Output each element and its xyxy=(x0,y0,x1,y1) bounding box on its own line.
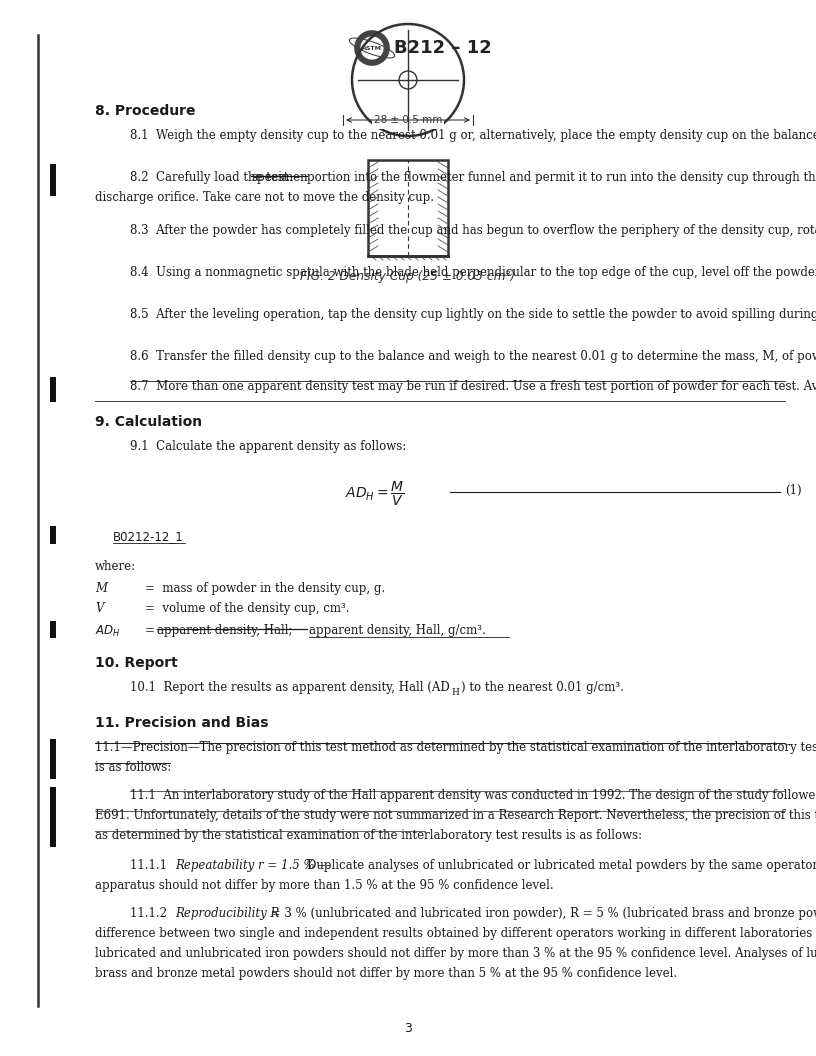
Text: 11.1—Precision—The precision of this test method as determined by the statistica: 11.1—Precision—The precision of this tes… xyxy=(95,741,816,754)
Text: discharge orifice. Take care not to move the density cup.: discharge orifice. Take care not to move… xyxy=(95,191,434,204)
Text: apparatus should not differ by more than 1.5 % at the 95 % confidence level.: apparatus should not differ by more than… xyxy=(95,879,553,892)
Text: difference between two single and independent results obtained by different oper: difference between two single and indepe… xyxy=(95,927,816,940)
Text: as determined by the statistical examination of the interlaboratory test results: as determined by the statistical examina… xyxy=(95,829,642,842)
Text: apparent density, Hall;: apparent density, Hall; xyxy=(157,624,292,637)
Text: 10. Report: 10. Report xyxy=(95,656,178,670)
Text: specimen: specimen xyxy=(251,171,308,184)
Bar xyxy=(50,377,56,402)
Text: 8.5  After the leveling operation, tap the density cup lightly on the side to se: 8.5 After the leveling operation, tap th… xyxy=(130,308,816,321)
Text: apparent density, Hall, g/cm³.: apparent density, Hall, g/cm³. xyxy=(309,624,486,637)
Text: FIG. 2 Density Cup (25 ± 0.03 cm³): FIG. 2 Density Cup (25 ± 0.03 cm³) xyxy=(300,270,516,283)
Bar xyxy=(368,161,448,256)
Text: = 3 % (unlubricated and lubricated iron powder), R = 5 % (lubricated brass and b: = 3 % (unlubricated and lubricated iron … xyxy=(267,907,816,920)
Text: =: = xyxy=(145,624,158,637)
Text: E691. Unfortunately, details of the study were not summarized in a Research Repo: E691. Unfortunately, details of the stud… xyxy=(95,809,816,822)
Text: Reproducibility R: Reproducibility R xyxy=(175,907,279,920)
Text: $AD_H = \dfrac{M}{V}$: $AD_H = \dfrac{M}{V}$ xyxy=(345,480,405,508)
Text: 8. Procedure: 8. Procedure xyxy=(95,103,196,118)
Bar xyxy=(50,621,56,638)
Text: H: H xyxy=(451,689,459,697)
Text: =  mass of powder in the density cup, g.: = mass of powder in the density cup, g. xyxy=(145,582,385,595)
Circle shape xyxy=(355,31,389,65)
Text: 8.1  Weigh the empty density cup to the nearest 0.01 g or, alternatively, place : 8.1 Weigh the empty density cup to the n… xyxy=(130,129,816,142)
Text: 10.1  Report the results as apparent density, Hall (AD: 10.1 Report the results as apparent dens… xyxy=(130,681,450,694)
Text: brass and bronze metal powders should not differ by more than 5 % at the 95 % co: brass and bronze metal powders should no… xyxy=(95,967,677,980)
Text: 9. Calculation: 9. Calculation xyxy=(95,415,202,429)
Text: 9.1  Calculate the apparent density as follows:: 9.1 Calculate the apparent density as fo… xyxy=(130,440,406,453)
Text: $AD_H$: $AD_H$ xyxy=(95,624,121,639)
Text: (1): (1) xyxy=(785,484,801,496)
Text: 11. Precision and Bias: 11. Precision and Bias xyxy=(95,716,268,730)
Text: 8.3  After the powder has completely filled the cup and has begun to overflow th: 8.3 After the powder has completely fill… xyxy=(130,224,816,237)
Text: 8.7  More than one apparent density test may be run if desired. Use a fresh test: 8.7 More than one apparent density test … xyxy=(130,380,816,393)
Text: B212 – 12: B212 – 12 xyxy=(394,39,492,57)
Bar xyxy=(50,164,56,196)
Bar xyxy=(372,111,444,129)
Text: 28 ± 0.5 mm: 28 ± 0.5 mm xyxy=(374,115,442,125)
Bar xyxy=(50,739,56,779)
Text: ) to the nearest 0.01 g/cm³.: ) to the nearest 0.01 g/cm³. xyxy=(461,681,624,694)
Text: B0212-12_1: B0212-12_1 xyxy=(113,530,184,543)
Text: 11.1.2: 11.1.2 xyxy=(130,907,175,920)
Text: portion into the flowmeter funnel and permit it to run into the density cup thro: portion into the flowmeter funnel and pe… xyxy=(307,171,816,184)
Bar xyxy=(50,526,56,544)
Text: M: M xyxy=(95,582,107,595)
Text: Duplicate analyses of unlubricated or lubricated metal powders by the same opera: Duplicate analyses of unlubricated or lu… xyxy=(307,859,816,872)
Text: 3: 3 xyxy=(404,1021,412,1035)
Text: lubricated and unlubricated iron powders should not differ by more than 3 % at t: lubricated and unlubricated iron powders… xyxy=(95,947,816,960)
Circle shape xyxy=(360,36,384,60)
Text: is as follows:: is as follows: xyxy=(95,761,171,774)
Text: 8.6  Transfer the filled density cup to the balance and weigh to the nearest 0.0: 8.6 Transfer the filled density cup to t… xyxy=(130,350,816,363)
Text: 8.4  Using a nonmagnetic spatula with the blade held perpendicular to the top ed: 8.4 Using a nonmagnetic spatula with the… xyxy=(130,266,816,279)
Text: 11.1  An interlaboratory study of the Hall apparent density was conducted in 199: 11.1 An interlaboratory study of the Hal… xyxy=(130,789,816,802)
Text: 11.1.1: 11.1.1 xyxy=(130,859,175,872)
Text: Repeatability r = 1.5 % —: Repeatability r = 1.5 % — xyxy=(175,859,330,872)
Text: V: V xyxy=(95,602,104,615)
Text: 8.2  Carefully load the test: 8.2 Carefully load the test xyxy=(130,171,292,184)
Bar xyxy=(50,787,56,847)
Text: ASTM: ASTM xyxy=(362,45,382,51)
Text: =  volume of the density cup, cm³.: = volume of the density cup, cm³. xyxy=(145,602,349,615)
Text: where:: where: xyxy=(95,560,136,573)
